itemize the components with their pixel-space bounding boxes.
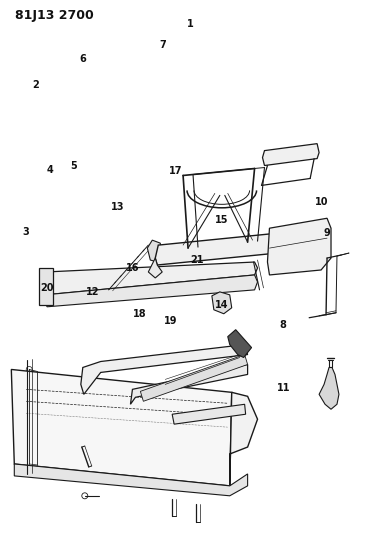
- Text: 81J13 2700: 81J13 2700: [15, 9, 94, 22]
- Text: 7: 7: [159, 40, 166, 50]
- Polygon shape: [147, 240, 162, 262]
- Polygon shape: [130, 365, 248, 404]
- Polygon shape: [267, 218, 331, 275]
- Text: 10: 10: [315, 197, 329, 207]
- Text: 1: 1: [187, 19, 194, 29]
- Text: 3: 3: [22, 227, 29, 237]
- Polygon shape: [43, 262, 258, 295]
- Text: 2: 2: [33, 80, 40, 90]
- Text: 9: 9: [324, 228, 330, 238]
- Text: 15: 15: [215, 215, 229, 225]
- Polygon shape: [155, 228, 329, 265]
- Text: 17: 17: [169, 166, 182, 176]
- Polygon shape: [230, 392, 258, 486]
- Polygon shape: [11, 369, 232, 486]
- Polygon shape: [148, 258, 162, 278]
- Text: 11: 11: [277, 383, 290, 393]
- Polygon shape: [228, 330, 251, 358]
- Text: 21: 21: [191, 255, 204, 265]
- Text: 16: 16: [126, 263, 139, 272]
- Text: 4: 4: [46, 165, 53, 175]
- Polygon shape: [140, 354, 248, 401]
- Polygon shape: [263, 144, 319, 166]
- Text: 18: 18: [132, 309, 146, 319]
- Text: 5: 5: [71, 161, 77, 171]
- Text: 13: 13: [111, 202, 125, 212]
- Polygon shape: [14, 464, 248, 496]
- Polygon shape: [319, 367, 339, 409]
- Text: 8: 8: [279, 320, 286, 330]
- Polygon shape: [172, 404, 246, 424]
- Text: 14: 14: [215, 300, 229, 310]
- Text: 20: 20: [40, 282, 54, 293]
- Polygon shape: [44, 275, 258, 307]
- Polygon shape: [39, 268, 53, 305]
- Text: 12: 12: [86, 287, 100, 297]
- Text: 6: 6: [79, 54, 86, 63]
- Polygon shape: [178, 245, 197, 256]
- Text: 19: 19: [164, 316, 178, 326]
- Polygon shape: [81, 345, 248, 394]
- Polygon shape: [212, 292, 232, 314]
